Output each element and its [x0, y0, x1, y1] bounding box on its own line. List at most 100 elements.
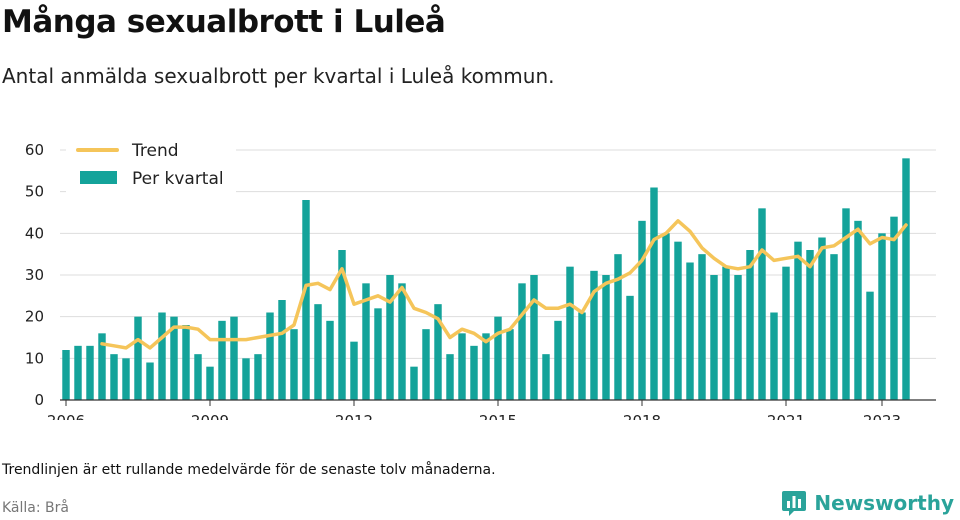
bar: [842, 208, 850, 400]
source-label: Källa: Brå: [2, 500, 69, 516]
bar: [266, 312, 274, 400]
bar: [422, 329, 430, 400]
bar: [470, 345, 478, 400]
bar: [506, 329, 514, 400]
legend-bar-swatch: [80, 171, 117, 184]
bar: [62, 350, 70, 400]
bar: [650, 187, 658, 400]
bar: [530, 275, 538, 400]
bar: [722, 266, 730, 400]
y-tick-label: 50: [25, 183, 44, 201]
bar: [770, 312, 778, 400]
bar: [350, 341, 358, 400]
chart-title: Många sexualbrott i Luleå: [2, 4, 446, 40]
legend: Trend Per kvartal: [66, 132, 236, 196]
bar: [686, 262, 694, 400]
bar: [710, 275, 718, 400]
bar: [662, 233, 670, 400]
bar: [830, 254, 838, 400]
bar: [338, 250, 346, 400]
y-tick-label: 0: [34, 391, 44, 409]
bar: [98, 333, 106, 400]
bar: [386, 275, 394, 400]
footnote: Trendlinjen är ett rullande medelvärde f…: [2, 462, 496, 478]
bar: [782, 266, 790, 400]
bar: [242, 358, 250, 400]
bar: [254, 354, 262, 400]
x-tick-label: 2018: [623, 412, 661, 420]
bar: [302, 200, 310, 400]
x-tick-label: 2006: [47, 412, 85, 420]
bar: [278, 300, 286, 400]
bar: [290, 329, 298, 400]
y-tick-label: 60: [25, 141, 44, 159]
bar: [86, 345, 94, 400]
bar: [746, 250, 754, 400]
y-tick-label: 20: [25, 308, 44, 326]
bar: [398, 283, 406, 400]
y-tick-label: 10: [25, 349, 44, 367]
bar: [218, 320, 226, 400]
x-tick-label: 2012: [335, 412, 373, 420]
bar: [110, 354, 118, 400]
bar: [758, 208, 766, 400]
bar: [818, 237, 826, 400]
bar: [434, 304, 442, 400]
bar: [566, 266, 574, 400]
brand-name: Newsworthy: [814, 491, 954, 515]
bar: [674, 241, 682, 400]
bar-chart-icon: [782, 491, 807, 516]
legend-bg: [66, 132, 236, 196]
bar: [314, 304, 322, 400]
bar: [518, 283, 526, 400]
y-tick-label: 40: [25, 224, 44, 242]
bar: [902, 158, 910, 400]
bar: [806, 250, 814, 400]
x-tick-label: 2023: [863, 412, 901, 420]
bar: [542, 354, 550, 400]
bar: [626, 295, 634, 400]
bar: [590, 270, 598, 400]
trend-line: [100, 219, 908, 350]
bar: [374, 308, 382, 400]
bar: [890, 216, 898, 400]
x-tick-label: 2021: [767, 412, 805, 420]
chart-subtitle: Antal anmälda sexualbrott per kvartal i …: [2, 64, 555, 88]
bar: [206, 366, 214, 400]
bar: [122, 358, 130, 400]
bar: [458, 333, 466, 400]
bar: [170, 316, 178, 400]
bar: [614, 254, 622, 400]
bar: [194, 354, 202, 400]
bar-series: [62, 158, 910, 400]
bar: [74, 345, 82, 400]
bar: [554, 320, 562, 400]
legend-trend-label: Trend: [131, 141, 179, 161]
bar: [734, 275, 742, 400]
bar: [326, 320, 334, 400]
bar: [854, 220, 862, 400]
bar: [578, 312, 586, 400]
y-tick-label: 30: [25, 266, 44, 284]
trend-series: [100, 219, 908, 350]
x-tick-label: 2009: [191, 412, 229, 420]
bar: [878, 233, 886, 400]
bar: [698, 254, 706, 400]
bar: [446, 354, 454, 400]
bar: [410, 366, 418, 400]
bar: [482, 333, 490, 400]
bar: [866, 291, 874, 400]
bar: [230, 316, 238, 400]
bar: [494, 316, 502, 400]
bar: [638, 220, 646, 400]
bar: [134, 316, 142, 400]
x-tick-label: 2015: [479, 412, 517, 420]
legend-bar-label: Per kvartal: [132, 169, 224, 189]
x-axis: 2006 2009 2012 2015 2018 2021 2023: [47, 399, 936, 420]
brand-logo[interactable]: Newsworthy: [781, 489, 954, 517]
bar: [602, 275, 610, 400]
bar: [158, 312, 166, 400]
bar: [146, 362, 154, 400]
bar: [362, 283, 370, 400]
